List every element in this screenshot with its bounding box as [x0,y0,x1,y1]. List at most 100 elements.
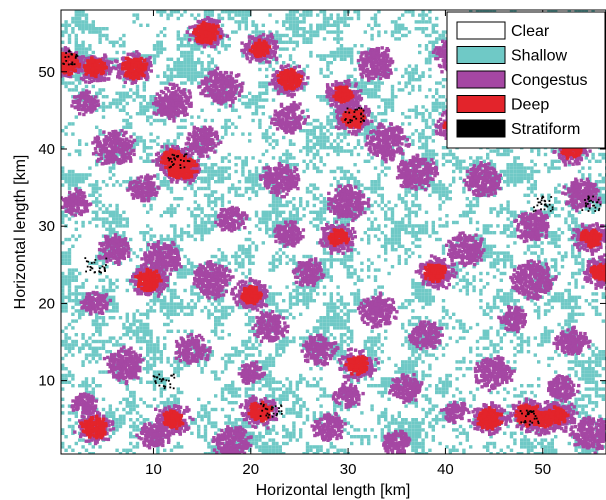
shallow-cell [211,194,214,197]
shallow-cell [316,139,319,142]
shallow-cell [425,302,428,305]
shallow-cell [404,428,407,431]
shallow-cell [98,207,101,210]
shallow-cell [180,61,183,64]
shallow-cell [387,238,390,241]
shallow-cell [370,183,373,186]
shallow-cell [367,217,370,220]
shallow-cell [384,238,387,241]
shallow-cell [313,326,316,329]
shallow-cell [75,415,78,418]
shallow-cell [146,156,149,159]
shallow-cell [61,340,64,343]
shallow-cell [292,24,295,27]
shallow-cell [207,173,210,176]
shallow-cell [374,24,377,27]
shallow-cell [357,51,360,54]
shallow-cell [102,180,105,183]
shallow-cell [377,112,380,115]
shallow-cell [306,415,309,418]
shallow-cell [194,224,197,227]
shallow-cell [425,95,428,98]
shallow-cell [282,350,285,353]
shallow-cell [425,13,428,16]
shallow-cell [319,139,322,142]
shallow-cell [245,248,248,251]
shallow-cell [95,200,98,203]
shallow-cell [180,51,183,54]
shallow-cell [377,177,380,180]
shallow-cell [156,75,159,78]
shallow-cell [177,204,180,207]
shallow-cell [384,425,387,428]
shallow-cell [279,204,282,207]
shallow-cell [211,170,214,173]
shallow-cell [177,387,180,390]
shallow-cell [438,418,441,421]
shallow-cell [418,204,421,207]
shallow-cell [292,20,295,23]
shallow-cell [425,394,428,397]
shallow-cell [364,340,367,343]
shallow-cell [248,197,251,200]
shallow-cell [163,180,166,183]
shallow-cell [442,85,445,88]
shallow-cell [326,115,329,118]
shallow-cell [102,221,105,224]
shallow-cell [197,425,200,428]
shallow-cell [404,85,407,88]
shallow-cell [183,330,186,333]
shallow-cell [64,24,67,27]
shallow-cell [442,183,445,186]
shallow-cell [425,350,428,353]
shallow-cell [153,296,156,299]
shallow-cell [377,173,380,176]
shallow-cell [272,197,275,200]
shallow-cell [228,166,231,169]
shallow-cell [425,411,428,414]
shallow-cell [296,34,299,37]
shallow-cell [200,180,203,183]
shallow-cell [438,187,441,190]
shallow-cell [367,228,370,231]
shallow-cell [115,217,118,220]
shallow-cell [122,109,125,112]
shallow-cell [285,432,288,435]
shallow-cell [292,214,295,217]
shallow-cell [105,105,108,108]
shallow-cell [438,224,441,227]
shallow-cell [68,282,71,285]
shallow-cell [340,166,343,169]
shallow-cell [139,381,142,384]
shallow-cell [306,149,309,152]
shallow-cell [408,432,411,435]
shallow-cell [299,197,302,200]
shallow-cell [272,357,275,360]
shallow-cell [272,299,275,302]
shallow-cell [183,44,186,47]
shallow-cell [428,54,431,57]
shallow-cell [234,255,237,258]
shallow-cell [340,139,343,142]
shallow-cell [415,115,418,118]
shallow-cell [221,24,224,27]
shallow-cell [234,350,237,353]
shallow-cell [367,353,370,356]
shallow-cell [401,217,404,220]
shallow-cell [197,47,200,50]
shallow-cell [340,347,343,350]
shallow-cell [177,58,180,61]
shallow-cell [401,122,404,125]
shallow-cell [81,313,84,316]
shallow-cell [119,92,122,95]
shallow-cell [183,119,186,122]
shallow-cell [275,381,278,384]
shallow-cell [292,262,295,265]
shallow-cell [459,279,462,282]
shallow-cell [343,265,346,268]
shallow-cell [292,421,295,424]
shallow-cell [160,180,163,183]
shallow-cell [445,190,448,193]
shallow-cell [265,149,268,152]
shallow-cell [98,88,101,91]
